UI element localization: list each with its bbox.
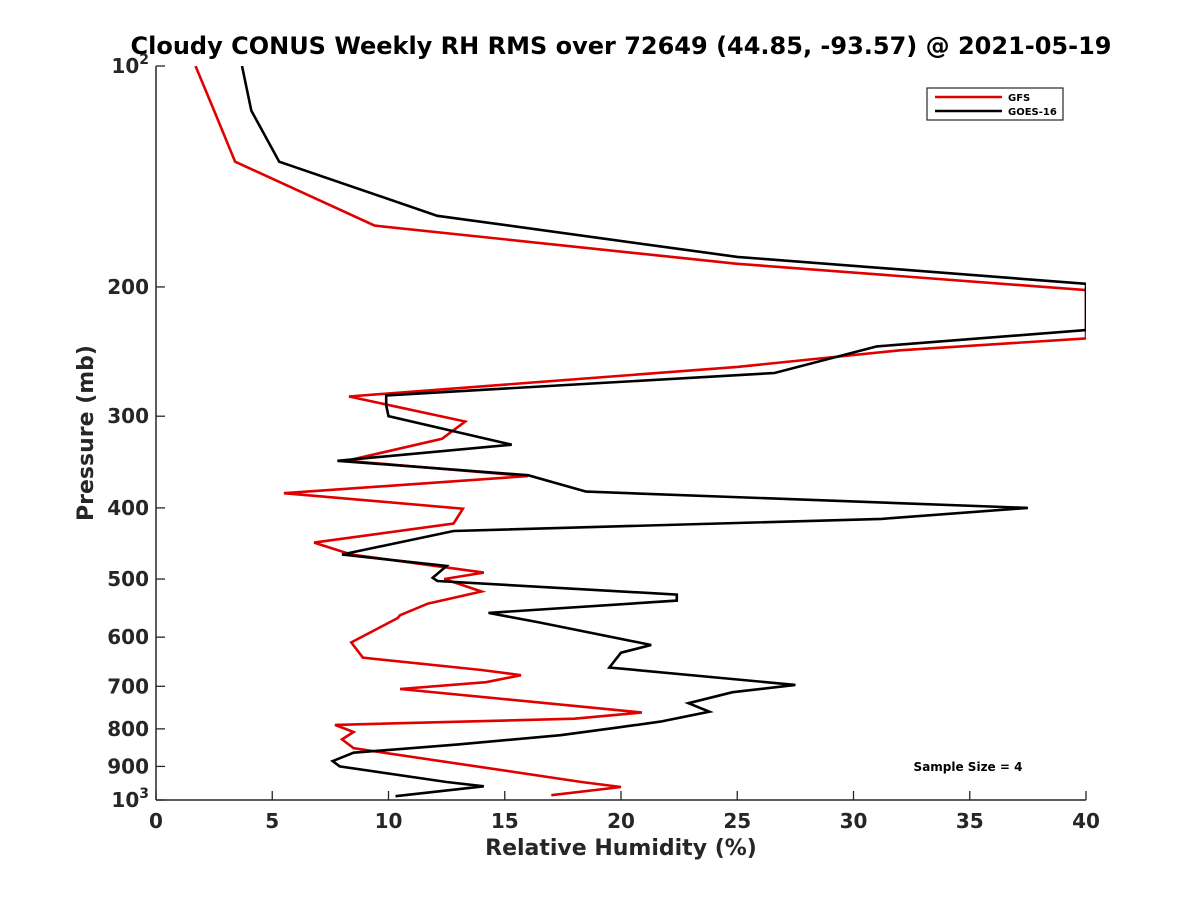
y-ticks: 102 200 300 400 500 600 700 800 900 103 xyxy=(107,52,165,812)
axes xyxy=(155,66,1086,801)
x-ticks: 0 5 10 15 20 25 30 35 40 xyxy=(149,791,1100,833)
sample-size-annotation: Sample Size = 4 xyxy=(914,760,1023,774)
legend: GFS GOES-16 xyxy=(926,87,1064,121)
y-axis-label: Pressure (mb) xyxy=(74,345,99,521)
y-tick-label: 300 xyxy=(107,404,149,428)
x-tick-label: 0 xyxy=(149,809,163,833)
y-tick-label: 102 xyxy=(111,52,149,78)
x-tick-label: 35 xyxy=(956,809,984,833)
legend-box xyxy=(926,87,1064,121)
x-tick-label: 40 xyxy=(1072,809,1100,833)
y-tick-label: 400 xyxy=(107,496,149,520)
y-tick-label: 900 xyxy=(107,754,149,778)
x-tick-label: 20 xyxy=(607,809,635,833)
y-tick-label: 200 xyxy=(107,275,149,299)
x-tick-label: 10 xyxy=(375,809,403,833)
series-line-goes-16 xyxy=(240,66,1086,798)
legend-label-goes-16: GOES-16 xyxy=(1008,107,1057,118)
x-tick-label: 30 xyxy=(840,809,868,833)
y-tick-label: 500 xyxy=(107,567,149,591)
y-tick-label: 600 xyxy=(107,625,149,649)
x-tick-label: 5 xyxy=(265,809,279,833)
plot-lines xyxy=(194,66,1086,798)
y-tick-label: 700 xyxy=(107,674,149,698)
chart-title: Cloudy CONUS Weekly RH RMS over 72649 (4… xyxy=(131,32,1112,60)
x-axis-label: Relative Humidity (%) xyxy=(485,836,757,861)
y-tick-label: 800 xyxy=(107,717,149,741)
legend-label-gfs: GFS xyxy=(1008,93,1030,104)
x-tick-label: 15 xyxy=(491,809,519,833)
series-line-gfs xyxy=(194,66,1086,797)
y-tick-label: 103 xyxy=(111,786,149,812)
x-tick-label: 25 xyxy=(723,809,751,833)
